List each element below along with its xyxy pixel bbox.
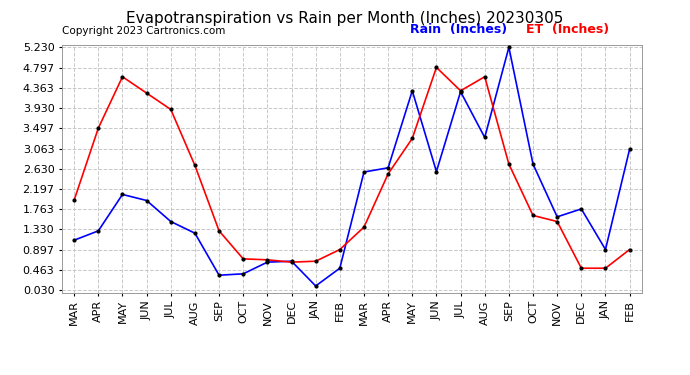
Text: Rain  (Inches): Rain (Inches)	[410, 23, 507, 36]
Text: ET  (Inches): ET (Inches)	[526, 23, 609, 36]
Text: Evapotranspiration vs Rain per Month (Inches) 20230305: Evapotranspiration vs Rain per Month (In…	[126, 11, 564, 26]
Text: Copyright 2023 Cartronics.com: Copyright 2023 Cartronics.com	[62, 26, 226, 36]
